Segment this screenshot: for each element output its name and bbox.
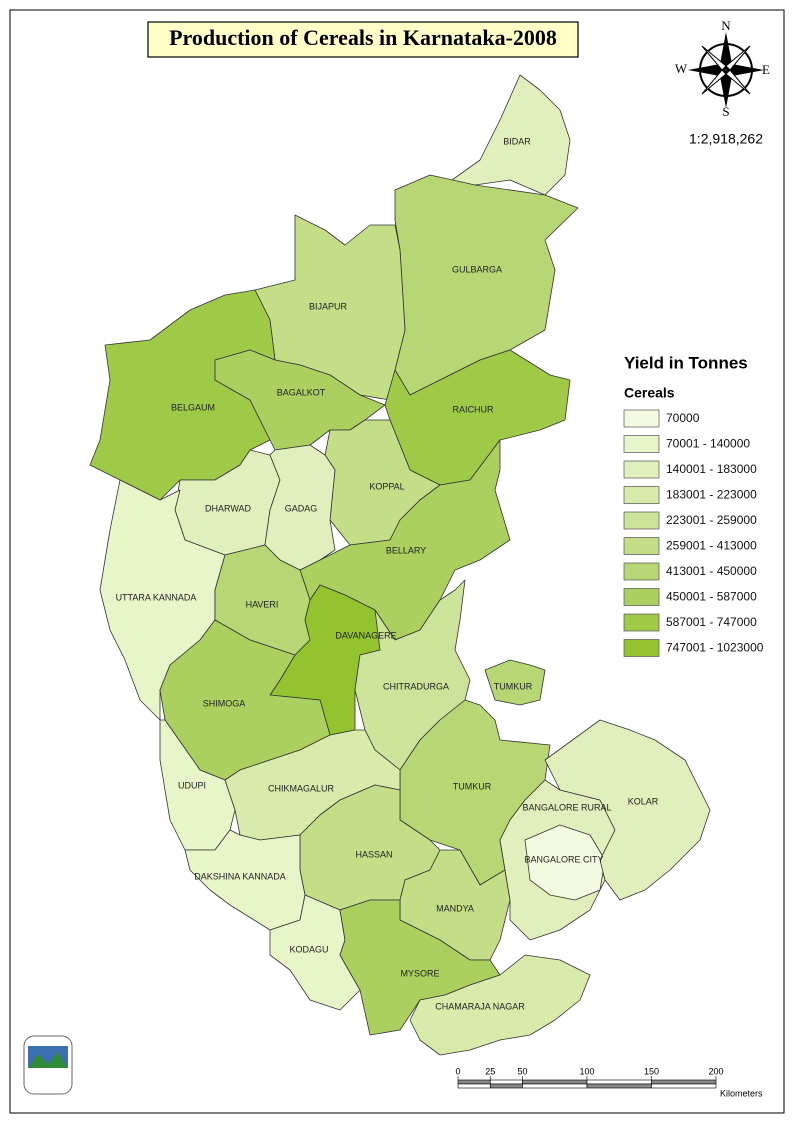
legend-swatch: [623, 460, 660, 479]
compass-point: [701, 69, 727, 95]
district-area: [484, 659, 546, 706]
district-label: BAGALKOT: [277, 387, 326, 397]
scale-segment: [489, 1083, 523, 1089]
district-label: TUMKUR: [453, 781, 492, 791]
scale-segment: [651, 1083, 717, 1089]
district-label: TUMKUR: [494, 681, 533, 691]
district-label: MANDYA: [436, 903, 474, 913]
scale-segment: [586, 1083, 652, 1089]
district-area: [184, 829, 306, 931]
compass-point: [720, 32, 732, 70]
compass-label: W: [675, 61, 688, 76]
district-label: BIJAPUR: [309, 301, 348, 311]
district-area: [524, 824, 606, 901]
district-label: HAVERI: [246, 599, 279, 609]
legend-swatch: [623, 613, 660, 632]
district-label: KODAGU: [289, 944, 328, 954]
legend-label: 223001 - 259000: [666, 513, 757, 527]
compass-point: [720, 70, 732, 108]
scale-unit: Kilometers: [720, 1088, 763, 1098]
district-area: [444, 74, 571, 196]
legend-swatch: [623, 639, 660, 657]
district-labels: BIDAR GULBARGA BIJAPUR BELGAUM BAGALKOT …: [116, 136, 659, 1011]
map-title: Production of Cereals in Karnataka-2008: [169, 25, 557, 50]
scale-segment: [522, 1083, 588, 1089]
scale-tick-label: 100: [579, 1066, 594, 1076]
legend: 70000 70001 - 140000 140001 - 183000 183001…: [623, 409, 764, 657]
district-label: BANGALORE RURAL: [522, 802, 611, 812]
scale-segment: [651, 1079, 717, 1085]
legend-label: 70001 - 140000: [666, 437, 750, 451]
compass-label: N: [721, 18, 731, 33]
scale-segment: [457, 1083, 491, 1089]
legend-swatch: [623, 588, 660, 606]
scale-tick-label: 150: [644, 1066, 659, 1076]
compass-point: [701, 45, 727, 71]
district-area: [544, 719, 711, 901]
compass-label: S: [722, 104, 729, 119]
compass-point: [725, 69, 751, 95]
district-label: CHIKMAGALUR: [268, 783, 335, 793]
district-area: [409, 954, 591, 1056]
scale-ratio: 1:2,918,262: [689, 131, 763, 147]
district-label: MYSORE: [400, 968, 439, 978]
legend-label: 70000: [666, 411, 700, 425]
legend-label: 747001 - 1023000: [666, 641, 764, 655]
district-label: KOLAR: [628, 796, 659, 806]
district-label: KOPPAL: [369, 481, 404, 491]
compass-point: [688, 64, 726, 76]
compass-label: E: [762, 62, 770, 77]
legend-swatch: [623, 435, 660, 453]
district-label: CHAMARAJA NAGAR: [435, 1001, 525, 1011]
legend-label: 140001 - 183000: [666, 462, 757, 476]
legend-label: 413001 - 450000: [666, 564, 757, 578]
compass-point: [726, 64, 764, 76]
district-label: DAVANAGERE: [335, 630, 396, 640]
legend-swatch: [623, 486, 660, 504]
district-label: UDUPI: [178, 780, 206, 790]
district-label: RAICHUR: [452, 404, 494, 414]
scale-tick-label: 0: [455, 1066, 460, 1076]
legend-swatch: [623, 537, 660, 555]
district-label: HASSAN: [355, 849, 392, 859]
district-label: BANGALORE CITY: [524, 854, 603, 864]
legend-swatch: [623, 409, 660, 428]
legend-swatch: [623, 511, 660, 530]
district-label: BIDAR: [503, 136, 531, 146]
legend-label: 450001 - 587000: [666, 590, 757, 604]
legend-label: 259001 - 413000: [666, 539, 757, 553]
legend-label: 587001 - 747000: [666, 615, 757, 629]
scale-segment: [489, 1079, 523, 1085]
district-label: UTTARA KANNADA: [116, 592, 197, 602]
scale-segment: [457, 1079, 491, 1085]
district-area: [264, 444, 336, 571]
compass: N E S W: [675, 18, 770, 119]
district-label: DAKSHINA KANNADA: [194, 871, 286, 881]
legend-title: Yield in Tonnes: [624, 353, 748, 372]
title-box: [147, 21, 579, 58]
scale-tick-label: 25: [485, 1066, 495, 1076]
legend-swatch: [623, 562, 660, 581]
district-label: BELLARY: [386, 545, 426, 555]
scale-segment: [586, 1079, 652, 1085]
logo: [23, 1035, 73, 1095]
districts: [89, 74, 711, 1056]
scale-tick-label: 50: [517, 1066, 527, 1076]
district-label: DHARWAD: [205, 503, 252, 513]
district-label: GADAG: [285, 503, 318, 513]
district-label: SHIMOGA: [203, 698, 246, 708]
scale-bar: 0 25 50 100 150 200: [455, 1066, 724, 1089]
district-label: CHITRADURGA: [383, 681, 449, 691]
legend-label: 183001 - 223000: [666, 488, 757, 502]
compass-point: [725, 45, 751, 71]
district-label: BELGAUM: [171, 402, 215, 412]
scale-segment: [522, 1079, 588, 1085]
scale-tick-label: 200: [708, 1066, 723, 1076]
legend-subtitle: Cereals: [624, 385, 675, 401]
logo-emblem: [28, 1052, 68, 1068]
district-label: GULBARGA: [452, 264, 502, 274]
